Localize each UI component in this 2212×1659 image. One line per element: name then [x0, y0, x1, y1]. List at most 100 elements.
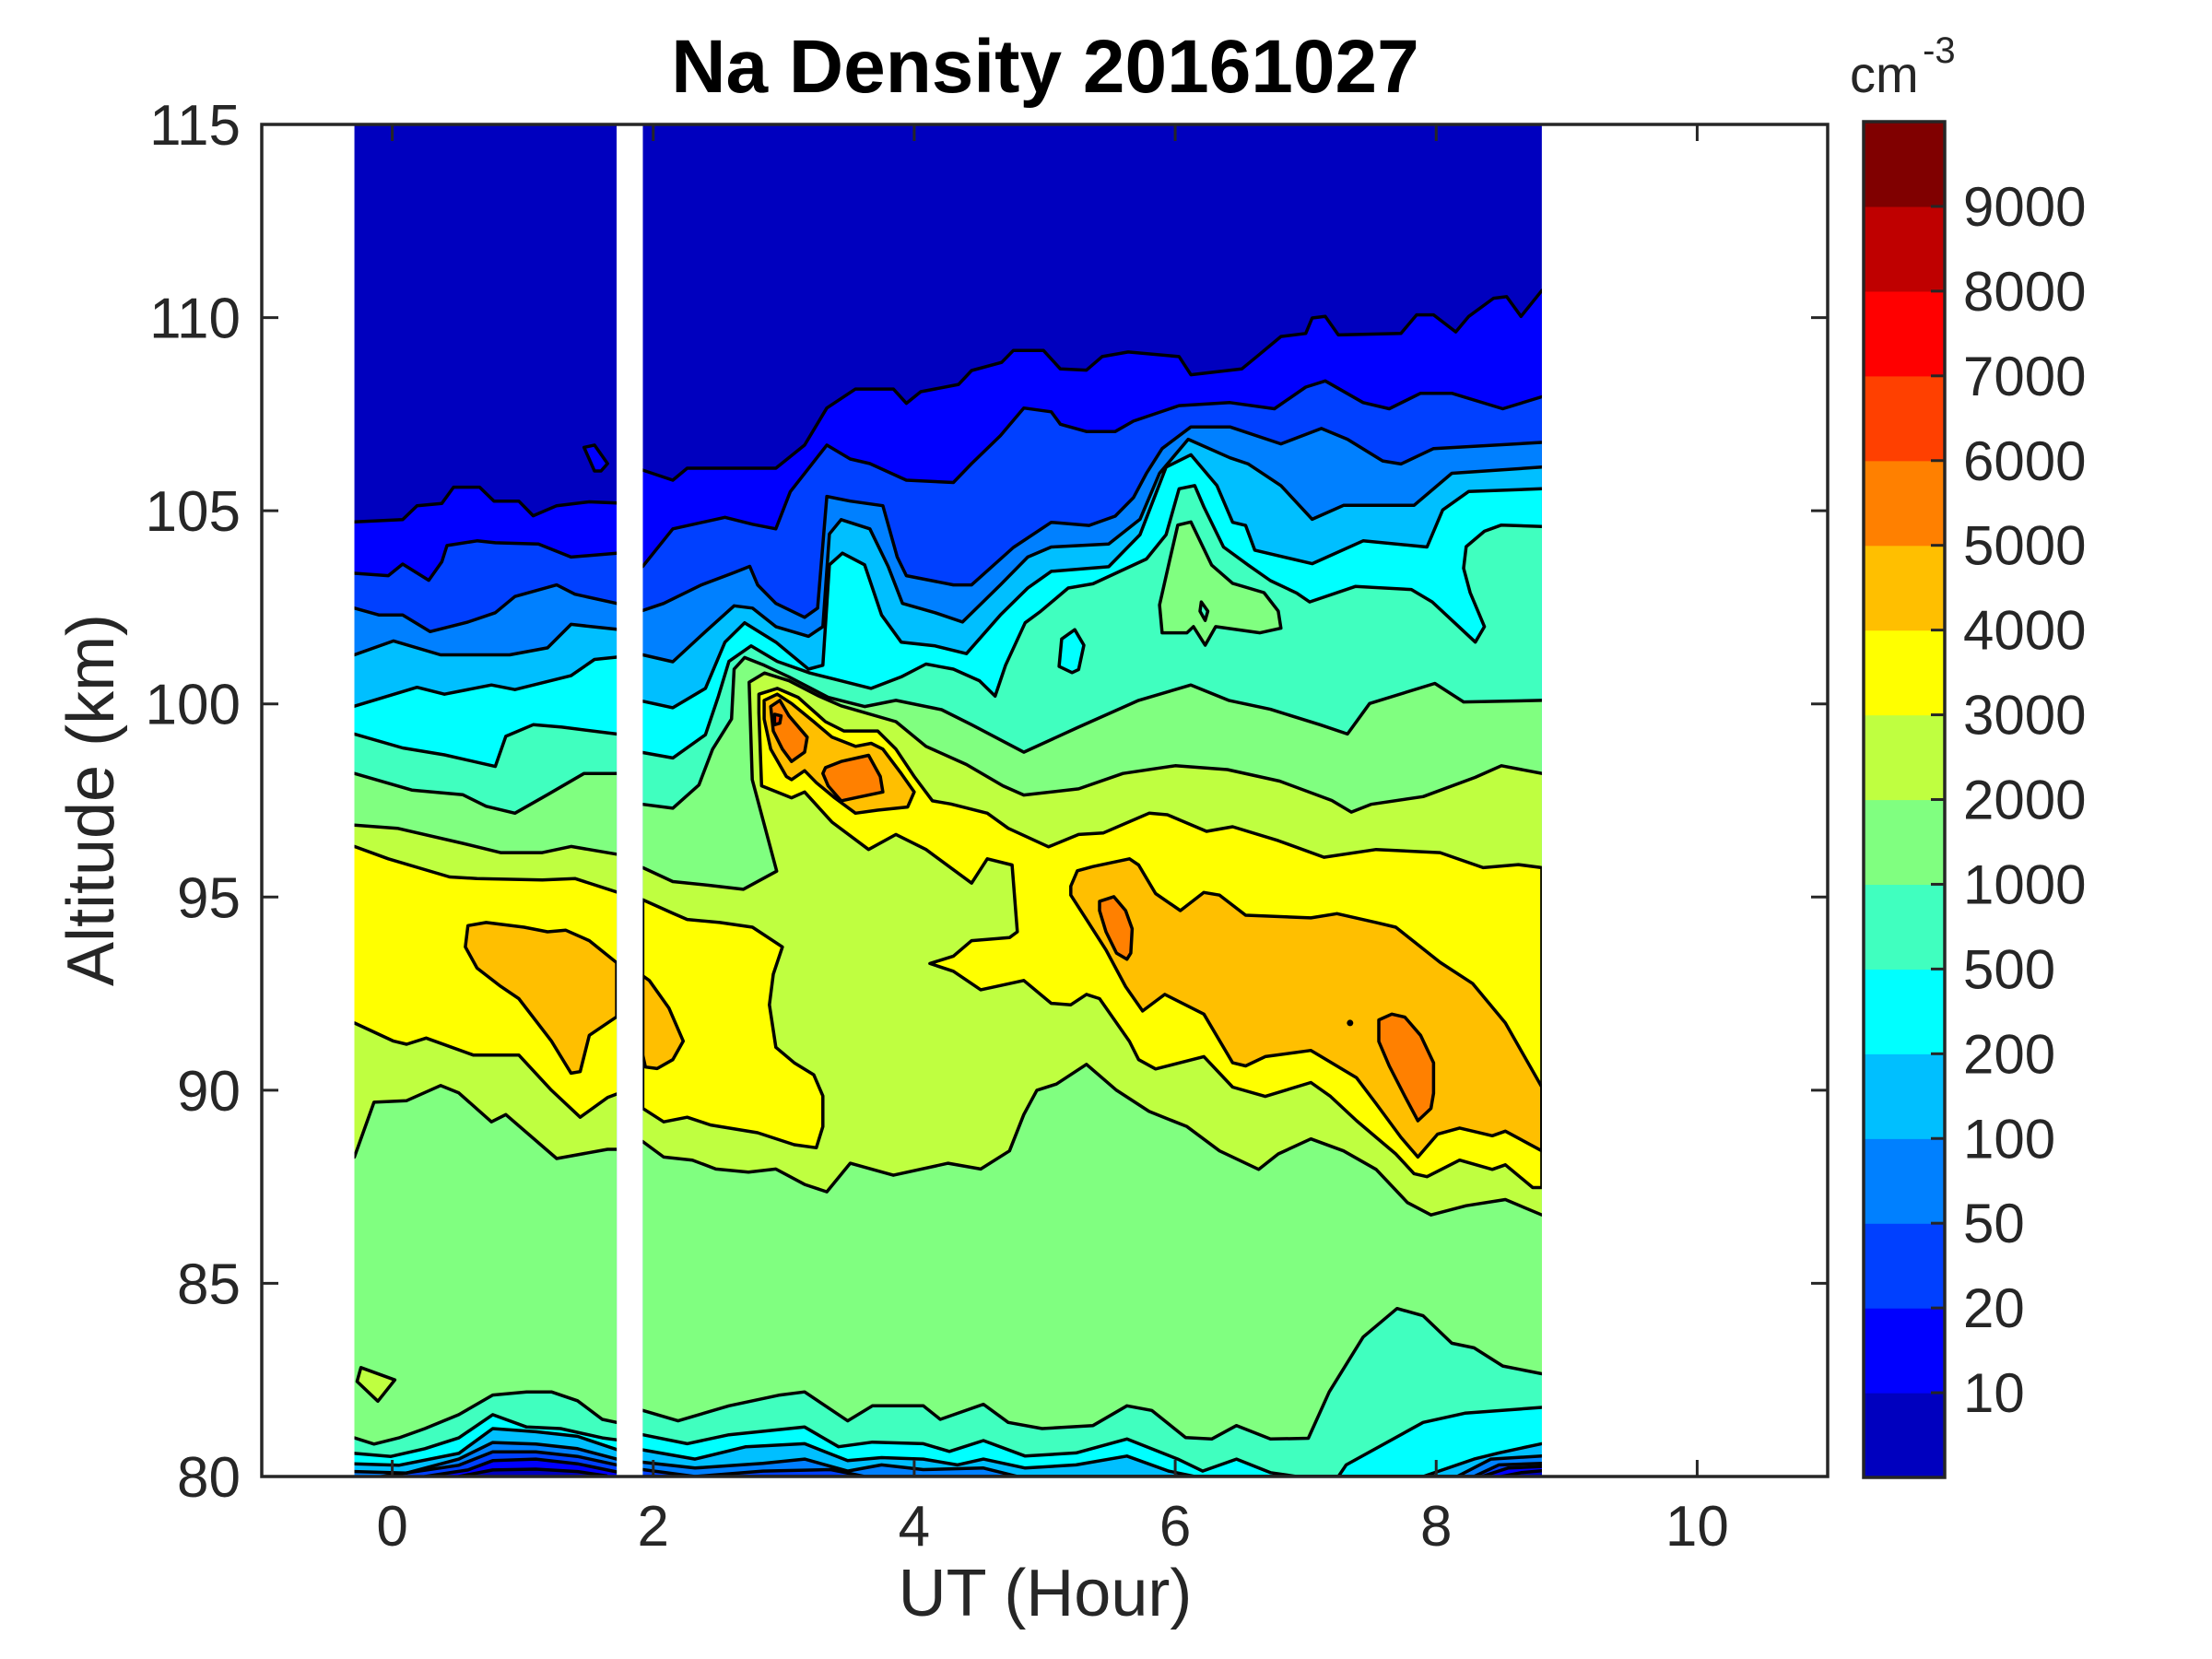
colorbar-tick-label: 50	[1963, 1193, 2025, 1254]
contour-line-upper-20	[354, 539, 618, 582]
contour-dot	[1347, 1019, 1354, 1027]
contour-line-upper-50	[354, 582, 618, 634]
colorbar-frame	[1862, 120, 1947, 1479]
colorbar-tick-label: 10	[1963, 1362, 2025, 1424]
x-tick-label: 2	[638, 1495, 669, 1559]
colorbar-unit-base: cm	[1850, 45, 1919, 103]
data-segment-0	[354, 124, 618, 1477]
contour-region-yellow-3000-left	[642, 900, 823, 1148]
y-tick-label: 80	[177, 1446, 241, 1510]
contour-line-upper-50	[642, 425, 1542, 619]
contour-line-lower-500	[354, 1413, 618, 1458]
x-tick-label: 0	[376, 1495, 407, 1559]
colorbar-band	[1864, 460, 1945, 547]
contour-fill-lower-2000	[354, 1085, 618, 1477]
x-tick-label: 6	[1159, 1495, 1191, 1559]
axes: 0 2 4 6 8 10 80 85 90 95 100 105 110 115	[146, 94, 1830, 1559]
contour-line-upper-20	[642, 379, 1542, 569]
contour-line-upper-3000	[354, 844, 618, 894]
y-tick-label: 90	[177, 1060, 241, 1124]
colorbar-band	[1864, 629, 1945, 716]
colorbar-tick-label: 9000	[1963, 176, 2086, 238]
contour-outline-orange-5000-spike-b	[821, 753, 885, 803]
contour-region-orange-4000-gap-edge	[642, 975, 684, 1069]
y-tick-label: 85	[177, 1253, 241, 1316]
contour-line-upper-500	[354, 723, 618, 769]
contour-outline-orange-4000-gap-edge	[642, 974, 686, 1071]
colorbar-band	[1864, 122, 1945, 207]
chart-title: Na Density 20161027	[671, 25, 1418, 109]
contour-outline-orange-5000-main-b	[1377, 1012, 1436, 1123]
colorbar-tick-label: 4000	[1963, 600, 2086, 662]
data-segment-1	[642, 124, 1542, 1477]
contour-line-lower-200	[642, 1441, 1542, 1477]
y-tick-label: 105	[146, 480, 241, 544]
contour-outline-teal-hole-in-island	[1198, 600, 1210, 622]
contour-line-upper-100	[642, 437, 1542, 664]
colorbar-band	[1864, 545, 1945, 631]
contour-outline-yellow-3000-left	[642, 898, 825, 1150]
contour-outline-yellowgreen-island-low	[355, 1366, 397, 1404]
contour-fill-lower-1000	[642, 1308, 1542, 1477]
contour-fill-lower-100	[642, 1455, 1542, 1477]
contour-line-upper-200	[354, 655, 618, 708]
x-tick-label: 4	[899, 1495, 930, 1559]
contour-region-yellowgreen-island-low	[357, 1367, 395, 1402]
contour-outline-orange-4000-left	[464, 921, 618, 1076]
contour-line-upper-10	[642, 288, 1542, 482]
contour-region-orange-5000-main-a	[1100, 896, 1133, 959]
contour-outline-orange-4000-main	[1069, 857, 1542, 1159]
contour-outline-orange-5000-spike-a	[769, 699, 809, 763]
contour-line-upper-10	[354, 485, 618, 524]
colorbar-tick-label: 6000	[1963, 430, 2086, 492]
colorbar-band	[1864, 1053, 1945, 1139]
x-tick-label: 10	[1665, 1495, 1729, 1559]
contour-region-orange-4000-left	[465, 922, 618, 1074]
colorbar-tick-label: 500	[1963, 938, 2055, 1000]
x-tick-label: 8	[1420, 1495, 1452, 1559]
colorbar-tick-label: 8000	[1963, 261, 2086, 323]
colorbar-band	[1864, 1223, 1945, 1309]
contour-region-cyan-200-island	[1059, 629, 1084, 673]
contour-line-lower-1000	[642, 1306, 1542, 1441]
contour-line-upper-500	[642, 484, 1542, 760]
contour-line-upper-100	[354, 622, 618, 657]
contour-line-upper-200	[642, 453, 1542, 710]
contour-line-lower-200	[354, 1427, 618, 1467]
colorbar-tick-label: 5000	[1963, 515, 2086, 577]
colorbar-tick-label: 3000	[1963, 685, 2086, 747]
contour-outline-green-1000-island	[1158, 520, 1283, 647]
colorbar-band	[1864, 375, 1945, 462]
colorbar-band	[1864, 1138, 1945, 1224]
colorbar-tick-label: 2000	[1963, 770, 2086, 831]
colorbar-tick-label: 100	[1963, 1108, 2055, 1170]
colorbar: 10 20 50 100 200 500 1000 2000 3000 4000 5000 6000 7…	[1862, 120, 2086, 1479]
contour-line-lower-2000	[354, 1084, 618, 1160]
contour-fill-lower-2000	[642, 1064, 1542, 1477]
contour-outline-orange-4000-spike	[762, 692, 916, 816]
colorbar-band	[1864, 714, 1945, 801]
colorbar-band	[1864, 969, 1945, 1054]
colorbar-tick-label: 20	[1963, 1277, 2025, 1339]
colorbar-band	[1864, 799, 1945, 886]
colorbar-band	[1864, 1393, 1945, 1478]
contour-line-upper-1000	[354, 771, 618, 816]
y-tick-label: 110	[149, 288, 241, 351]
contour-line-upper-2000	[642, 671, 1542, 891]
contour-outline-yellow-3000-main	[757, 687, 1542, 1190]
y-axis-label: Altitude (km)	[54, 614, 128, 986]
contour-line-lower-2000	[642, 1063, 1542, 1217]
contour-line-lower-100	[642, 1454, 1542, 1477]
contour-outline-blue-island-top	[582, 443, 609, 473]
contour-plot-area	[354, 124, 1542, 1477]
x-axis-label: UT (Hour)	[899, 1557, 1193, 1630]
contour-outline-orange-6000-spike-core	[772, 712, 783, 727]
contour-line-upper-1000	[642, 655, 1542, 810]
contour-line-lower-20	[642, 1465, 1542, 1477]
colorbar-tick-label: 1000	[1963, 853, 2086, 915]
contour-outline-orange-5000-main-a	[1098, 895, 1135, 961]
contour-line-lower-1000	[354, 1390, 618, 1446]
colorbar-band	[1864, 206, 1945, 292]
contour-region-orange-5000-spike-b	[822, 755, 883, 801]
